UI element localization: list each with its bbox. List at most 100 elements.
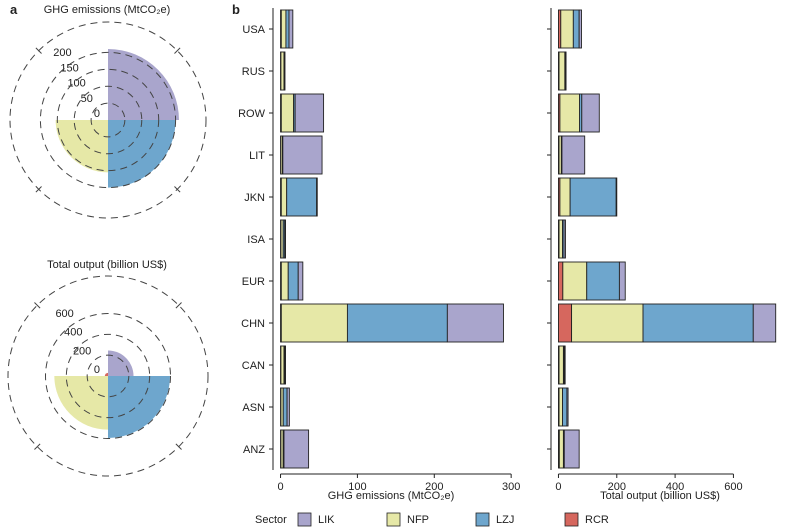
bar-ghg-bar-usa-nfp bbox=[280, 9, 287, 49]
bar-ghg-bar-eur-lik bbox=[297, 261, 304, 301]
polar-chart-ghg: 050 100 150 200 bbox=[9, 21, 207, 219]
bar-ghg-bar-asn-lik bbox=[286, 387, 290, 427]
country-label-eur: EUR bbox=[242, 276, 265, 288]
bar-ghg-bar-rus-nfp bbox=[280, 51, 285, 91]
bar-ghg-bar-chn-lik bbox=[446, 303, 504, 343]
bar-output-plot-area bbox=[557, 8, 783, 470]
bar-ghg-bar-usa-lik bbox=[288, 9, 294, 49]
bar-ghg-xlabel: GHG emissions (MtCO₂e) bbox=[328, 490, 455, 502]
bar-ghg-bar-anz-lik bbox=[283, 429, 310, 469]
polar-output-rlabel-400: 400 bbox=[64, 327, 82, 339]
polar-ghg-ring-200 bbox=[39, 51, 177, 189]
polar-ghg-wedge-lik bbox=[108, 49, 179, 120]
bar-ghg-xtick-300: 300 bbox=[502, 481, 520, 493]
polar-output-wedge-lzj bbox=[108, 376, 170, 438]
bar-ghg-bar-chn-nfp bbox=[280, 303, 348, 343]
bar-ghg-bar-jkn-nfp bbox=[280, 177, 288, 217]
bar-ghg-bar-eur-lzj bbox=[287, 261, 299, 301]
legend-label-lzj: LZJ bbox=[496, 514, 514, 526]
bar-output-xtick-600: 600 bbox=[724, 481, 742, 493]
bar-output-bar-chn-lzj bbox=[642, 303, 754, 343]
bar-output-bar-eur-nfp bbox=[562, 261, 588, 301]
polar-ghg-rlabel-50: 50 bbox=[81, 93, 93, 105]
bar-output-bar-isa-lik bbox=[563, 219, 566, 259]
bar-output-bar-rus-lik bbox=[565, 51, 567, 91]
bar-output-bar-jkn-nfp bbox=[559, 177, 571, 217]
polar-ghg-spoke-tick bbox=[35, 47, 42, 54]
polar-output-ring-400 bbox=[65, 333, 151, 419]
polar-ghg-spoke-tick bbox=[174, 47, 181, 54]
bar-output-bar-usa-lik bbox=[578, 9, 582, 49]
bar-output-bar-anz-nfp bbox=[558, 429, 564, 469]
polar-ghg-ring-150 bbox=[56, 68, 160, 172]
legend-swatch-nfp bbox=[386, 512, 401, 527]
polar-ghg-wedge-lzj bbox=[108, 120, 176, 188]
bar-ghg-bar-row-lik bbox=[294, 93, 325, 133]
bar-ghg-xtick-100: 100 bbox=[348, 481, 366, 493]
bar-output-bar-chn-nfp bbox=[571, 303, 644, 343]
bar-output-bar-asn-nfp bbox=[558, 387, 563, 427]
polar-ghg-spoke-tick bbox=[35, 186, 42, 193]
legend: Sector LIK NFP LZJ RCR bbox=[255, 512, 609, 527]
polar-output-wedge-rcr bbox=[104, 372, 108, 376]
bar-output-bar-rus-nfp bbox=[558, 51, 566, 91]
bar-ghg-bar-row-nfp bbox=[280, 93, 295, 133]
polar-ghg-wedge-nfp bbox=[55, 120, 108, 173]
polar-output-title: Total output (billion US$) bbox=[47, 259, 167, 271]
bar-output-bar-chn-rcr bbox=[558, 303, 573, 343]
country-label-row: ROW bbox=[238, 108, 266, 120]
country-label-lit: LIT bbox=[249, 150, 265, 162]
bar-output-bar-chn-lik bbox=[752, 303, 777, 343]
bar-ghg-plot-area bbox=[279, 8, 515, 470]
bar-ghg-xtick-200: 200 bbox=[425, 481, 443, 493]
legend-swatch-lzj bbox=[475, 512, 490, 527]
polar-output-rlabel-600: 600 bbox=[55, 308, 73, 320]
country-label-usa: USA bbox=[242, 24, 265, 36]
country-label-chn: CHN bbox=[241, 318, 265, 330]
bar-output-bar-row-nfp bbox=[559, 93, 580, 133]
bar-ghg-bar-can-nfp bbox=[280, 345, 285, 385]
country-label-asn: ASN bbox=[242, 402, 265, 414]
polar-ghg-ring-100 bbox=[73, 85, 143, 155]
legend-label-lik: LIK bbox=[318, 514, 335, 526]
bar-output-bar-can-lik bbox=[563, 345, 566, 385]
bar-ghg-bar-usa-lzj bbox=[285, 9, 290, 49]
country-label-rus: RUS bbox=[242, 66, 265, 78]
country-label-jkn: JKN bbox=[244, 192, 265, 204]
polar-output-rlabel-200: 200 bbox=[73, 345, 91, 357]
bar-chart-output: 0 200 400 600 bbox=[547, 8, 783, 493]
polar-output-spoke-tick bbox=[175, 302, 182, 309]
polar-ghg-spoke-tick bbox=[174, 186, 181, 193]
polar-ghg-rlabel-0: 0 bbox=[94, 108, 100, 120]
polar-output-wedge-nfp bbox=[54, 376, 108, 430]
bar-output-bar-asn-lik bbox=[566, 387, 569, 427]
polar-output-ring-200 bbox=[86, 354, 130, 398]
bar-ghg-bar-jkn-lik bbox=[316, 177, 318, 217]
legend-title: Sector bbox=[255, 514, 287, 526]
bar-output-bar-asn-lzj bbox=[562, 387, 568, 427]
bar-ghg-xtick-0: 0 bbox=[277, 481, 283, 493]
bar-output-bar-row-lik bbox=[581, 93, 600, 133]
bar-chart-ghg: 0 100 200 300 USA RUS ROW LIT JKN ISA EUR CHN CAN ASN… bbox=[238, 8, 520, 493]
bar-ghg-bar-jkn-lzj bbox=[286, 177, 318, 217]
bar-ghg-bar-chn-lzj bbox=[346, 303, 448, 343]
polar-ghg-rlabel-150: 150 bbox=[60, 62, 78, 74]
polar-ghg-rlabel-200: 200 bbox=[53, 47, 71, 59]
polar-output-rlabel-0: 0 bbox=[94, 364, 100, 376]
bar-output-bar-isa-nfp bbox=[558, 219, 563, 259]
country-label-can: CAN bbox=[242, 360, 265, 372]
country-label-isa: ISA bbox=[247, 234, 265, 246]
polar-ghg-outer-ring bbox=[9, 21, 207, 219]
bar-ghg-bar-asn-lzj bbox=[282, 387, 288, 427]
country-label-anz: ANZ bbox=[243, 444, 265, 456]
legend-label-rcr: RCR bbox=[585, 514, 609, 526]
polar-ghg-wedges bbox=[55, 49, 179, 188]
polar-output-wedges bbox=[54, 350, 170, 438]
bar-output-bar-eur-rcr bbox=[558, 261, 564, 301]
bar-output-xtick-0: 0 bbox=[555, 481, 561, 493]
polar-ghg-rlabel-100: 100 bbox=[67, 78, 85, 90]
legend-swatch-lik bbox=[297, 512, 312, 527]
polar-output-outer-ring bbox=[7, 275, 209, 477]
